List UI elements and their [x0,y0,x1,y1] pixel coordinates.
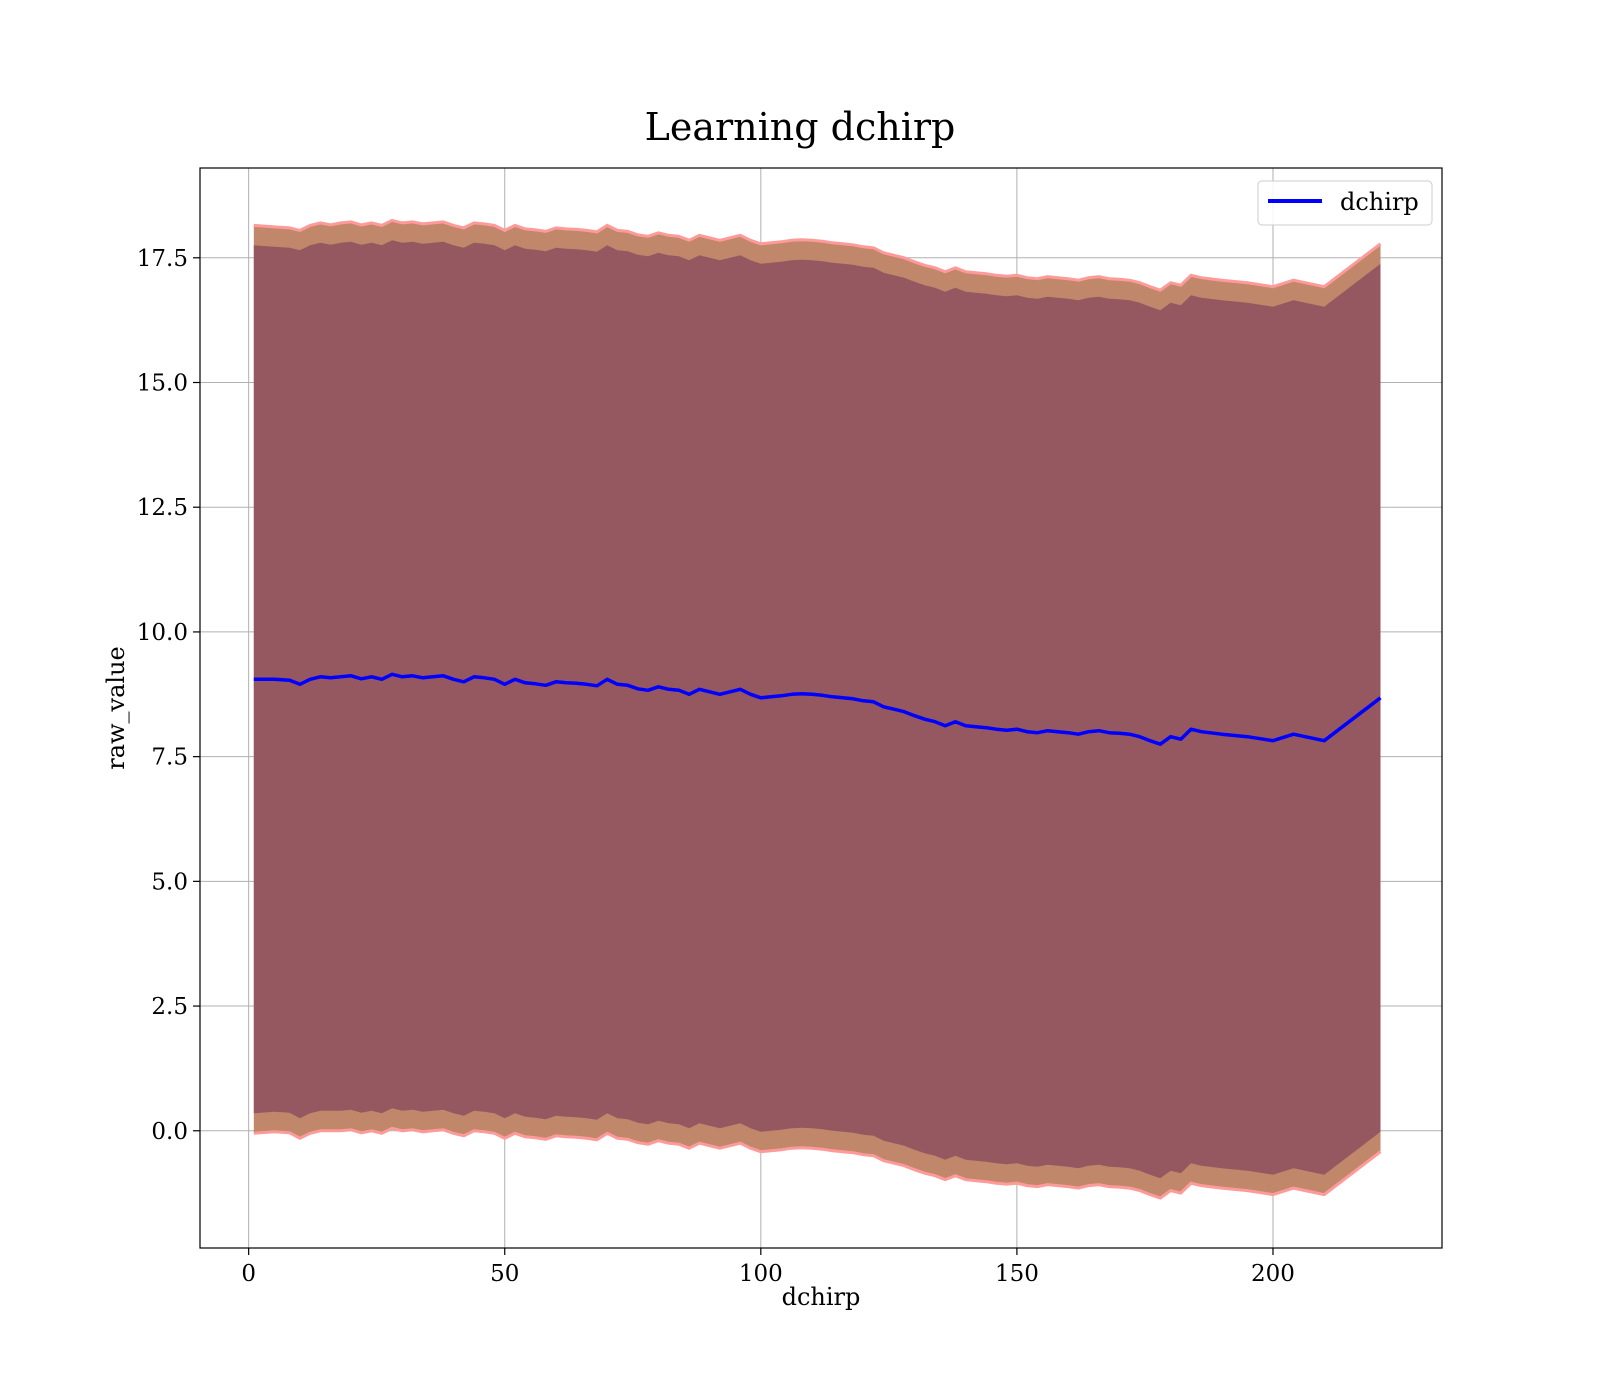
y-tick-label: 12.5 [137,495,188,521]
x-tick-label: 0 [241,1261,256,1287]
outer-band-upper-edge [253,218,1382,292]
inner-band [253,240,1381,1179]
x-tick-label: 200 [1251,1261,1295,1287]
y-axis-label: raw_value [102,646,130,770]
plot-frame [199,167,1443,1249]
y-tick-label: 10.0 [137,620,188,646]
outer-band-lower-edge [253,1126,1382,1200]
x-tick-label: 100 [739,1261,783,1287]
legend-box [1257,180,1433,226]
x-axis-ticks: 0 50 100 150 200 [241,1248,1295,1287]
legend: dchirp [1257,180,1433,226]
y-axis-ticks: 0.0 2.5 5.0 7.5 10.0 12.5 15.0 17.5 [137,246,200,1145]
y-tick-label: 17.5 [137,246,188,272]
x-axis-label: dchirp [782,1283,861,1311]
x-tick-label: 150 [995,1261,1039,1287]
x-tick-label: 50 [490,1261,519,1287]
plot-area [253,218,1382,1200]
y-tick-label: 2.5 [151,994,188,1020]
y-tick-label: 7.5 [151,745,188,771]
legend-entry-dchirp: dchirp [1340,188,1419,216]
y-tick-label: 5.0 [151,869,188,895]
y-tick-label: 0.0 [151,1119,188,1145]
y-tick-label: 15.0 [137,371,188,397]
chart-title: Learning dchirp [645,105,956,149]
series-line-dchirp [253,672,1382,746]
